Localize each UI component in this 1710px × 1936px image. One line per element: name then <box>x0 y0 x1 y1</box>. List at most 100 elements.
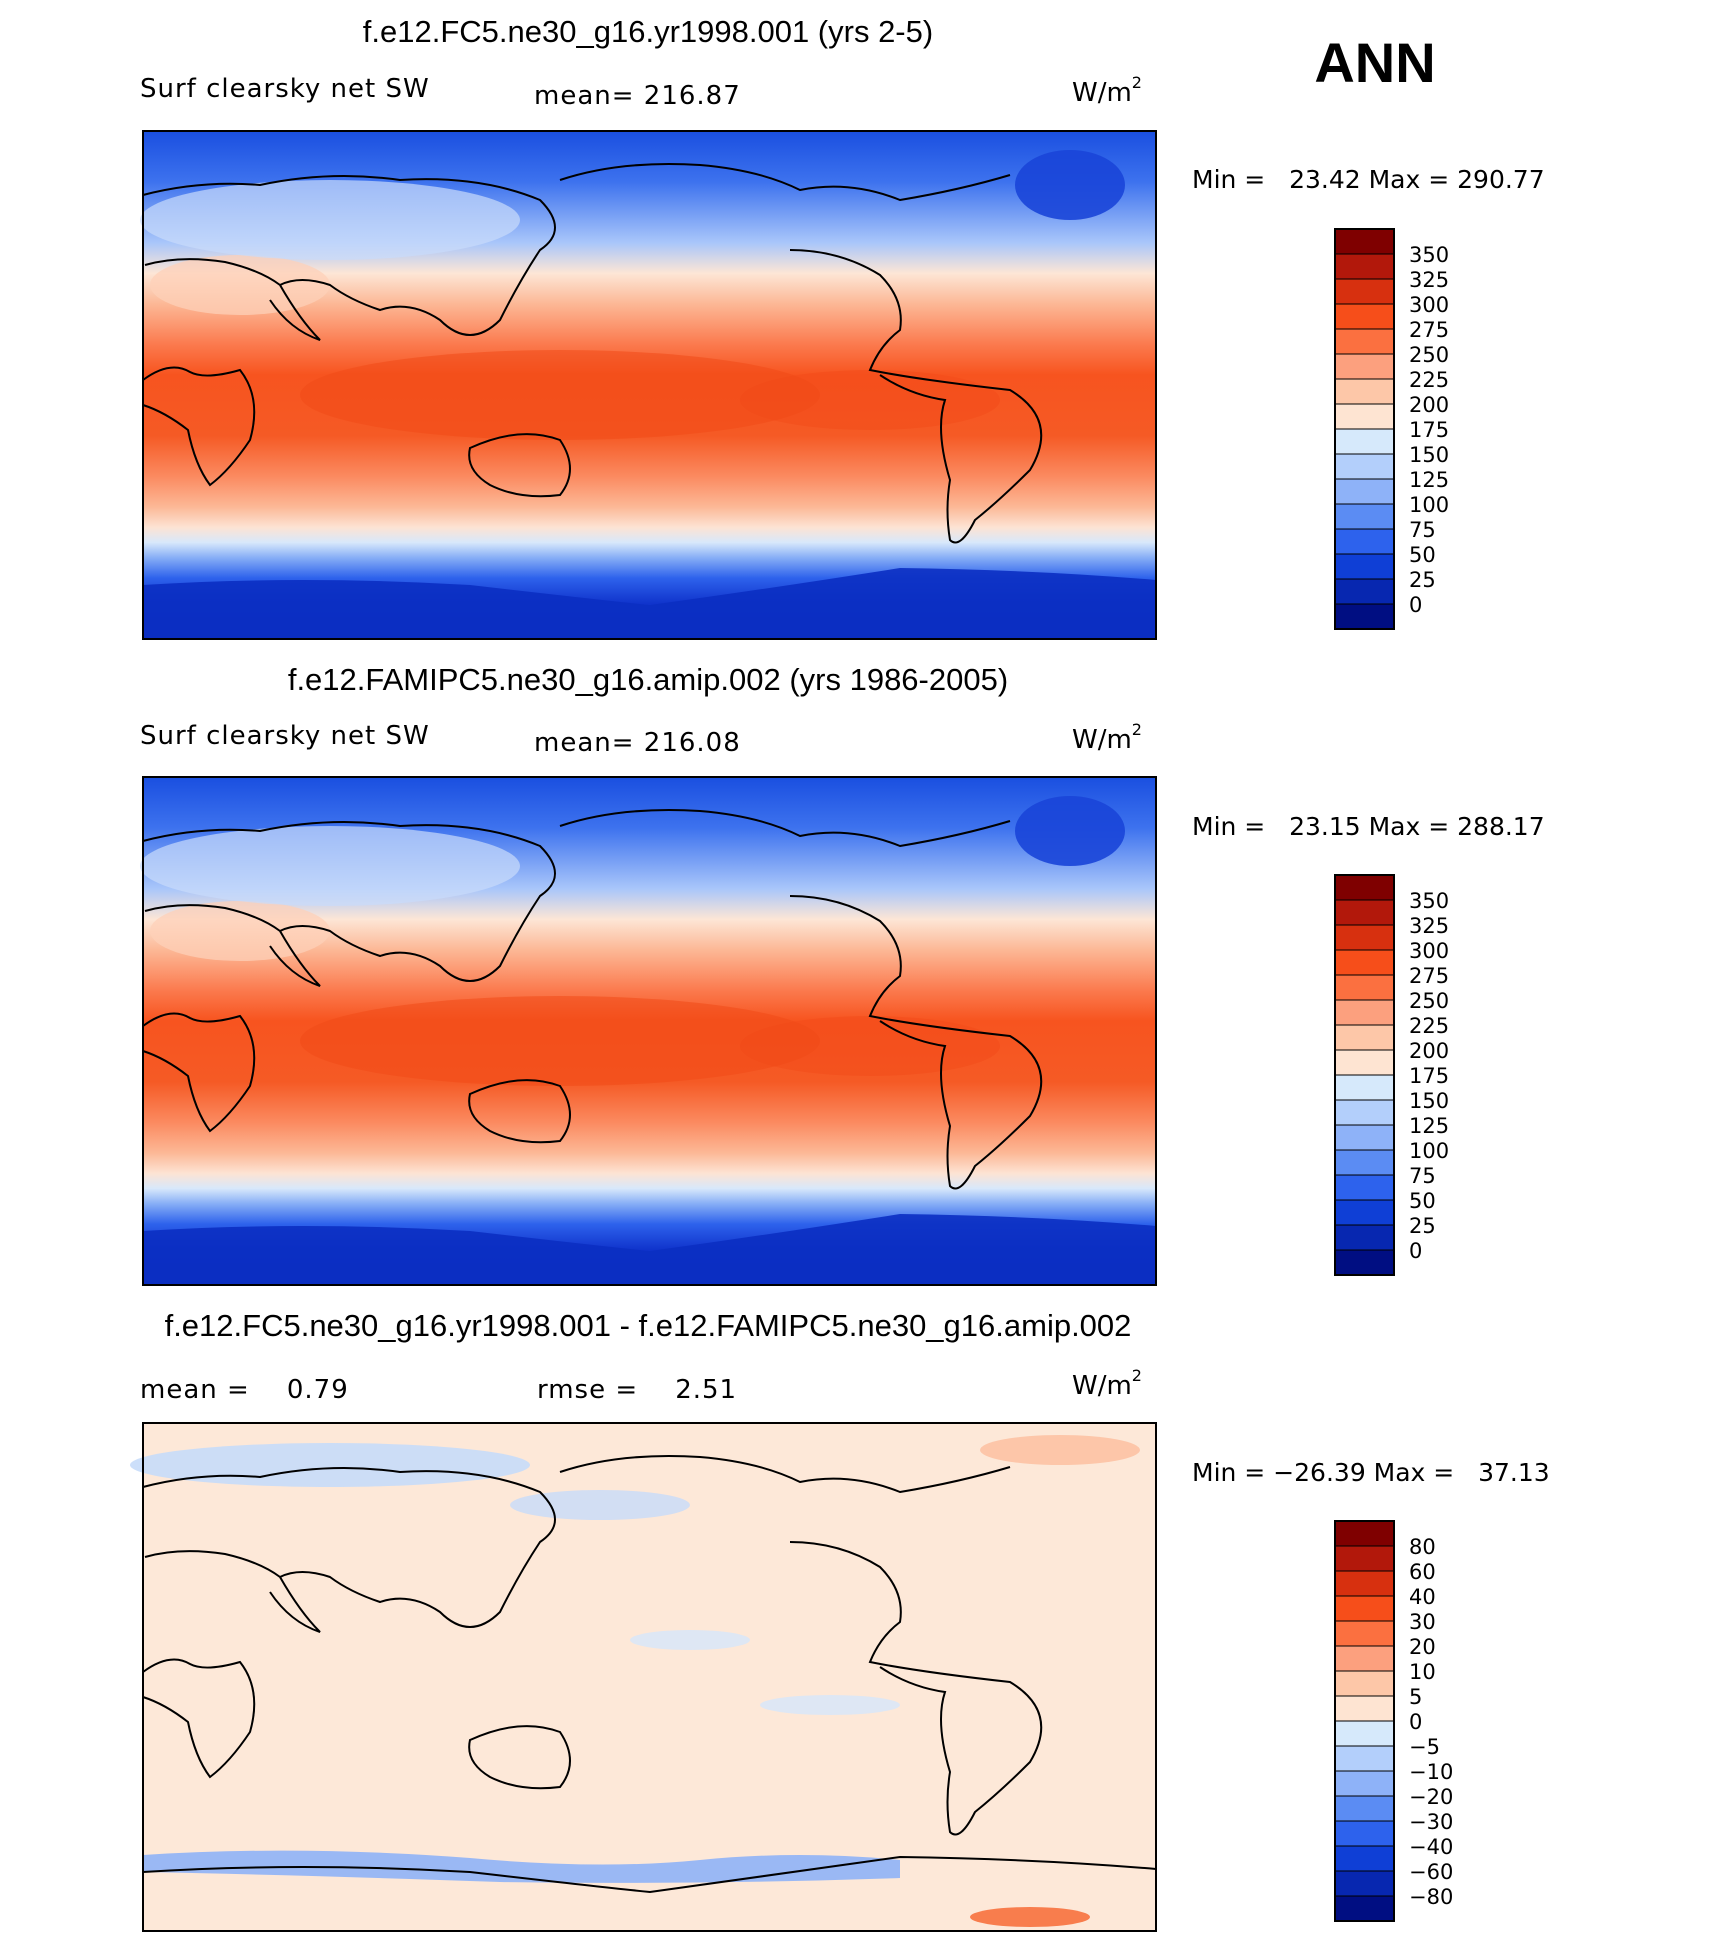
colorbar-level-label: 125 <box>1409 468 1449 492</box>
panel-1-mean-label: mean= 216.87 <box>534 81 741 111</box>
colorbar-swatch <box>1334 1895 1395 1922</box>
colorbar-swatch <box>1334 253 1395 280</box>
colorbar-level-label: 100 <box>1409 493 1449 517</box>
colorbar-swatch <box>1334 1024 1395 1051</box>
colorbar-swatch <box>1334 228 1395 255</box>
colorbar-swatch <box>1334 1074 1395 1101</box>
panel-2-units: W/m2 <box>1072 720 1142 755</box>
colorbar-level-label: 200 <box>1409 1039 1449 1063</box>
colorbar-level-label: −10 <box>1409 1760 1453 1784</box>
panel-3-mean-label: mean = 0.79 <box>140 1375 349 1405</box>
panel-1-east-pacific <box>740 370 1000 430</box>
panel-3-map <box>130 1422 1157 1932</box>
colorbar-swatch <box>1334 1870 1395 1897</box>
colorbar-swatch <box>1334 1645 1395 1672</box>
colorbar-swatch <box>1334 1845 1395 1872</box>
colorbar-level-label: 150 <box>1409 443 1449 467</box>
panel-1-map <box>140 130 1157 640</box>
colorbar-swatch <box>1334 924 1395 951</box>
colorbar-swatch <box>1334 1545 1395 1572</box>
colorbar-level-label: 10 <box>1409 1660 1436 1684</box>
panel-2-greenland <box>1015 796 1125 866</box>
panel-3-equatorial-negative <box>760 1695 900 1715</box>
panel-1-warm-pool <box>300 350 820 440</box>
panel-3-map-border <box>142 1422 1157 1932</box>
colorbar-swatch <box>1334 1795 1395 1822</box>
colorbar-level-label: 300 <box>1409 939 1449 963</box>
panel-1-minmax: Min = 23.42 Max = 290.77 <box>1192 165 1545 194</box>
panel-3-southern-ocean-negative <box>143 1850 900 1883</box>
colorbar-swatch <box>1334 478 1395 505</box>
panel-1-antarctica <box>143 568 1156 639</box>
colorbar-swatch <box>1334 603 1395 630</box>
panel-3-southern-ocean-positive <box>970 1907 1090 1927</box>
colorbar-swatch <box>1334 1049 1395 1076</box>
colorbar-level-label: 75 <box>1409 1164 1436 1188</box>
colorbar-swatch <box>1334 328 1395 355</box>
panel-2-minmax: Min = 23.15 Max = 288.17 <box>1192 812 1545 841</box>
colorbar-level-label: −60 <box>1409 1860 1453 1884</box>
colorbar-swatch <box>1334 999 1395 1026</box>
colorbar-level-label: 25 <box>1409 568 1436 592</box>
colorbar-swatch <box>1334 1149 1395 1176</box>
panel-2-warm-pool <box>300 996 820 1086</box>
colorbar-swatch <box>1334 353 1395 380</box>
colorbar-swatch <box>1334 1124 1395 1151</box>
colorbar-level-label: 50 <box>1409 543 1436 567</box>
colorbar-level-label: 0 <box>1409 1710 1422 1734</box>
colorbar-level-label: 275 <box>1409 964 1449 988</box>
colorbar-level-label: 100 <box>1409 1139 1449 1163</box>
panel-3-greenland-positive <box>980 1435 1140 1465</box>
panel-1-title: f.e12.FC5.ne30_g16.yr1998.001 (yrs 2-5) <box>363 14 933 49</box>
colorbar-level-label: 325 <box>1409 268 1449 292</box>
colorbar-swatch <box>1334 1720 1395 1747</box>
panel-2-antarctica <box>143 1214 1156 1285</box>
colorbar-level-label: 300 <box>1409 293 1449 317</box>
colorbar-level-label: 80 <box>1409 1535 1436 1559</box>
colorbar-level-label: 0 <box>1409 593 1422 617</box>
colorbar-level-label: 150 <box>1409 1089 1449 1113</box>
panel-3-minmax: Min = −26.39 Max = 37.13 <box>1192 1458 1550 1487</box>
panel-2-title: f.e12.FAMIPC5.ne30_g16.amip.002 (yrs 198… <box>288 662 1008 697</box>
colorbar-level-label: 225 <box>1409 1014 1449 1038</box>
panel-1-coastlines <box>142 163 1043 544</box>
panel-3-title: f.e12.FC5.ne30_g16.yr1998.001 - f.e12.FA… <box>165 1308 1132 1343</box>
colorbar-swatch <box>1334 553 1395 580</box>
colorbar-level-label: 175 <box>1409 1064 1449 1088</box>
panel-2-map-border <box>142 776 1157 1286</box>
colorbar-swatch <box>1334 1695 1395 1722</box>
colorbar-swatch <box>1334 1224 1395 1251</box>
colorbar-swatch <box>1334 378 1395 405</box>
panel-3-units: W/m2 <box>1072 1366 1142 1401</box>
colorbar-level-label: 25 <box>1409 1214 1436 1238</box>
colorbar-swatch <box>1334 1199 1395 1226</box>
colorbar-swatch <box>1334 1595 1395 1622</box>
colorbar-level-label: 60 <box>1409 1560 1436 1584</box>
panel-1-units: W/m2 <box>1072 73 1142 108</box>
colorbar-level-label: 5 <box>1409 1685 1422 1709</box>
panel-3-pacific-negative <box>630 1630 750 1650</box>
colorbar-swatch <box>1334 874 1395 901</box>
colorbar-level-label: 50 <box>1409 1189 1436 1213</box>
colorbar-level-label: −5 <box>1409 1735 1440 1759</box>
colorbar-level-label: 325 <box>1409 914 1449 938</box>
colorbar-level-label: −30 <box>1409 1810 1453 1834</box>
colorbar-swatch <box>1334 1820 1395 1847</box>
panel-1-sahara <box>150 255 330 315</box>
colorbar-swatch <box>1334 1770 1395 1797</box>
colorbar-swatch <box>1334 1745 1395 1772</box>
panel-1-eurasia <box>140 180 520 260</box>
colorbar-level-label: −20 <box>1409 1785 1453 1809</box>
colorbar-border <box>1334 874 1395 1276</box>
panel-1: f.e12.FC5.ne30_g16.yr1998.001 (yrs 2-5) … <box>140 14 1545 640</box>
panel-2-left-label: Surf clearsky net SW <box>140 721 430 751</box>
panel-2-coastlines <box>142 809 1043 1190</box>
colorbar-level-label: 250 <box>1409 989 1449 1013</box>
panel-2-sahara <box>150 901 330 961</box>
colorbar-level-label: −80 <box>1409 1885 1453 1909</box>
panel-3-arctic-negative <box>130 1443 530 1487</box>
panel-2-map <box>140 776 1157 1286</box>
